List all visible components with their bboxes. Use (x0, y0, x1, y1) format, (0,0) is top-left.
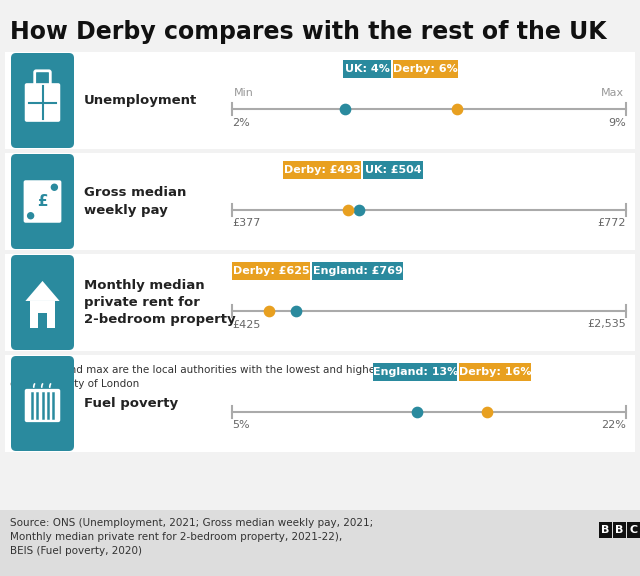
Circle shape (51, 184, 58, 190)
Text: Source: ONS (Unemployment, 2021; Gross median weekly pay, 2021;
Monthly median p: Source: ONS (Unemployment, 2021; Gross m… (10, 518, 373, 556)
Bar (38, 313, 47, 328)
FancyBboxPatch shape (11, 53, 74, 148)
Bar (5, 355, 635, 452)
Text: 5%: 5% (232, 420, 250, 430)
Text: 9%: 9% (608, 118, 626, 127)
Text: Fuel poverty: Fuel poverty (84, 397, 178, 410)
Text: Derby: £493: Derby: £493 (284, 165, 361, 175)
Text: Gross median
weekly pay: Gross median weekly pay (84, 186, 186, 217)
Point (482, 407, 492, 416)
Point (339, 104, 349, 113)
Text: B: B (615, 525, 624, 535)
Text: England: 13%: England: 13% (372, 367, 458, 377)
Text: Derby: 6%: Derby: 6% (393, 64, 458, 74)
Bar (30, 301, 55, 328)
Bar (460, 363, 531, 381)
Bar (0, 510, 640, 576)
Text: B: B (602, 525, 610, 535)
Text: Min: Min (234, 89, 254, 98)
Bar (5, 254, 635, 351)
Point (291, 306, 301, 315)
Text: UK: £504: UK: £504 (365, 165, 422, 175)
Text: £377: £377 (232, 218, 260, 229)
Bar (312, 262, 403, 280)
FancyBboxPatch shape (11, 255, 74, 350)
Text: £2,535: £2,535 (588, 320, 626, 329)
Bar (613, 522, 626, 538)
Text: Unemployment: Unemployment (84, 94, 197, 107)
Bar (284, 161, 362, 179)
Polygon shape (26, 281, 60, 301)
Point (342, 205, 353, 214)
Text: Monthly median
private rent for
2-bedroom property: Monthly median private rent for 2-bedroo… (84, 279, 236, 327)
Bar (599, 522, 612, 538)
Circle shape (28, 213, 34, 219)
Bar (392, 60, 458, 78)
Text: Max: Max (601, 89, 624, 98)
Text: Derby: 16%: Derby: 16% (459, 367, 532, 377)
Text: £425: £425 (232, 320, 260, 329)
Text: C: C (629, 525, 637, 535)
Point (353, 205, 364, 214)
Bar (373, 363, 458, 381)
Point (452, 104, 462, 113)
Bar (364, 161, 423, 179)
Text: 22%: 22% (601, 420, 626, 430)
FancyBboxPatch shape (25, 389, 60, 422)
Point (264, 306, 275, 315)
Text: Derby: £625: Derby: £625 (233, 266, 309, 276)
Text: £: £ (37, 194, 48, 209)
FancyBboxPatch shape (25, 83, 60, 122)
Text: England: £769: England: £769 (312, 266, 403, 276)
Text: 2%: 2% (232, 118, 250, 127)
Bar (232, 262, 310, 280)
FancyBboxPatch shape (24, 180, 61, 223)
Text: How Derby compares with the rest of the UK: How Derby compares with the rest of the … (10, 20, 607, 44)
Text: £772: £772 (598, 218, 626, 229)
Bar (5, 52, 635, 149)
FancyBboxPatch shape (11, 356, 74, 451)
Text: UK: 4%: UK: 4% (344, 64, 389, 74)
Bar (5, 153, 635, 250)
Bar (343, 60, 390, 78)
Bar (627, 522, 640, 538)
FancyBboxPatch shape (11, 154, 74, 249)
Text: Note: Min and max are the local authorities with the lowest and highest figures,: Note: Min and max are the local authorit… (10, 365, 428, 389)
Point (412, 407, 422, 416)
